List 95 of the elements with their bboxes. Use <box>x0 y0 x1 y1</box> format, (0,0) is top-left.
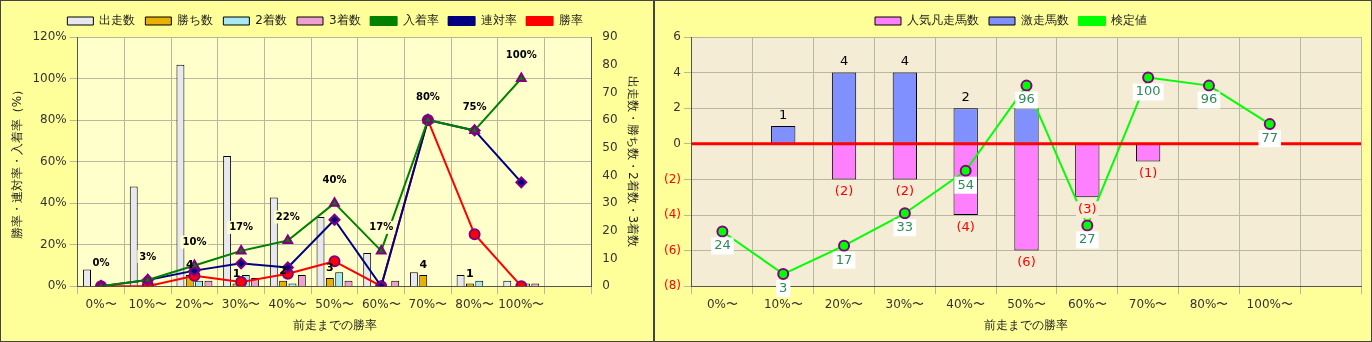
y2-tick-label: 20 <box>602 222 618 237</box>
y2-tick-label: 0 <box>602 278 610 293</box>
x-axis-title: 前走までの勝率 <box>292 317 377 332</box>
y2-tick-label: 70 <box>602 84 618 99</box>
data-label: 4 <box>900 53 909 69</box>
data-label: (2) <box>895 183 915 199</box>
x-tick-label: 10%〜 <box>128 296 168 311</box>
data-label: 96 <box>1018 91 1035 107</box>
y-tick-label: 0 <box>673 135 681 150</box>
x-tick-label: 80%〜 <box>1189 296 1229 311</box>
data-label: 2 <box>961 89 970 105</box>
y-axis-title: 勝率・連対率・入着率（%） <box>10 83 25 240</box>
data-label: 33 <box>896 219 914 235</box>
data-label: 10% <box>182 236 207 248</box>
data-label: 2 <box>279 264 287 278</box>
y2-tick-label: 80 <box>602 56 618 71</box>
data-label: (1) <box>1138 165 1158 181</box>
data-label: 100 <box>1135 83 1161 99</box>
data-label: 1 <box>232 266 241 280</box>
data-label: 4 <box>839 53 849 69</box>
x-tick-label: 40%〜 <box>946 296 986 311</box>
legend-label: 激走馬数 <box>1021 13 1069 28</box>
y-tick-label: 120% <box>32 29 67 44</box>
data-label: 0% <box>92 256 110 268</box>
data-label: 3 <box>326 261 334 275</box>
data-label: 24 <box>714 237 731 253</box>
data-label: 77 <box>1261 129 1279 145</box>
data-label: 27 <box>1079 231 1096 247</box>
legend-label: 出走数 <box>99 13 136 28</box>
y-tick-label: (4) <box>664 207 681 222</box>
data-label: 3 <box>779 279 788 295</box>
x-tick-label: 100%〜 <box>498 296 545 311</box>
x-tick-label: 70%〜 <box>408 296 448 311</box>
y-tick-label: 80% <box>40 112 67 127</box>
data-label: (2) <box>834 183 854 199</box>
x-tick-label: 60%〜 <box>361 296 401 311</box>
data-label: 80% <box>415 90 440 102</box>
y2-tick-label: 10 <box>602 250 618 265</box>
data-label: (4) <box>956 218 975 234</box>
y-tick-label: 40% <box>40 195 67 210</box>
y-tick-label: (8) <box>664 278 681 293</box>
y2-tick-label: 40 <box>602 167 618 182</box>
data-label: (6) <box>1017 254 1036 270</box>
data-label: 4 <box>419 258 428 272</box>
x-tick-label: 60%〜 <box>1067 296 1107 311</box>
data-label: 54 <box>957 176 974 192</box>
x-tick-label: 80%〜 <box>455 296 494 311</box>
data-label: 22% <box>275 211 300 223</box>
x-tick-label: 10%〜 <box>763 296 803 311</box>
y-tick-label: 100% <box>32 70 67 85</box>
legend-label: 勝率 <box>558 13 583 28</box>
data-label: 17% <box>229 221 254 233</box>
data-label: 4 <box>185 258 194 272</box>
x-tick-label: 20%〜 <box>175 296 214 311</box>
y-tick-label: 60% <box>40 153 67 168</box>
y2-tick-label: 50 <box>602 139 618 154</box>
y-tick-label: (2) <box>664 171 681 186</box>
y-tick-label: 0% <box>47 278 67 293</box>
y-tick-label: 20% <box>40 236 67 251</box>
x-tick-label: 100%〜 <box>1246 296 1293 311</box>
x-tick-label: 70%〜 <box>1128 296 1168 311</box>
x-tick-label: 20%〜 <box>824 296 864 311</box>
legend-label: 勝ち数 <box>177 13 214 28</box>
x-tick-label: 0%〜 <box>85 296 117 311</box>
y-tick-label: (6) <box>664 242 681 257</box>
data-label: 100% <box>505 49 537 61</box>
legend-label: 人気凡走馬数 <box>907 13 979 28</box>
x-tick-label: 50%〜 <box>1007 296 1046 311</box>
data-label: 1 <box>779 106 788 122</box>
data-label: 96 <box>1200 91 1218 107</box>
x-tick-label: 0%〜 <box>706 296 738 311</box>
y2-axis-title: 出走数・勝ち数・2着数・3着数 <box>625 75 640 248</box>
data-label: 17% <box>369 221 394 233</box>
data-label: 75% <box>462 101 487 113</box>
x-tick-label: 40%〜 <box>268 296 308 311</box>
data-label: 40% <box>322 173 347 185</box>
y-tick-label: 4 <box>673 64 681 79</box>
y-tick-label: 2 <box>673 100 681 115</box>
legend-label: 連対率 <box>480 13 517 28</box>
data-label: (3) <box>1078 201 1097 217</box>
legend-label: 3着数 <box>329 13 361 28</box>
x-tick-label: 30%〜 <box>885 296 925 311</box>
y2-tick-label: 30 <box>602 195 618 210</box>
y2-tick-label: 90 <box>602 29 618 44</box>
legend-label: 検定値 <box>1111 13 1147 28</box>
legend-label: 2着数 <box>255 13 288 28</box>
x-tick-label: 30%〜 <box>221 296 261 311</box>
x-axis-title: 前走までの勝率 <box>984 317 1069 332</box>
data-label: 1 <box>466 266 474 280</box>
data-label: 3% <box>139 250 157 262</box>
legend-label: 入着率 <box>402 13 439 28</box>
y-tick-label: 6 <box>673 29 681 44</box>
y2-tick-label: 60 <box>602 112 618 127</box>
x-tick-label: 50%〜 <box>315 296 354 311</box>
data-label: 17 <box>835 251 853 267</box>
